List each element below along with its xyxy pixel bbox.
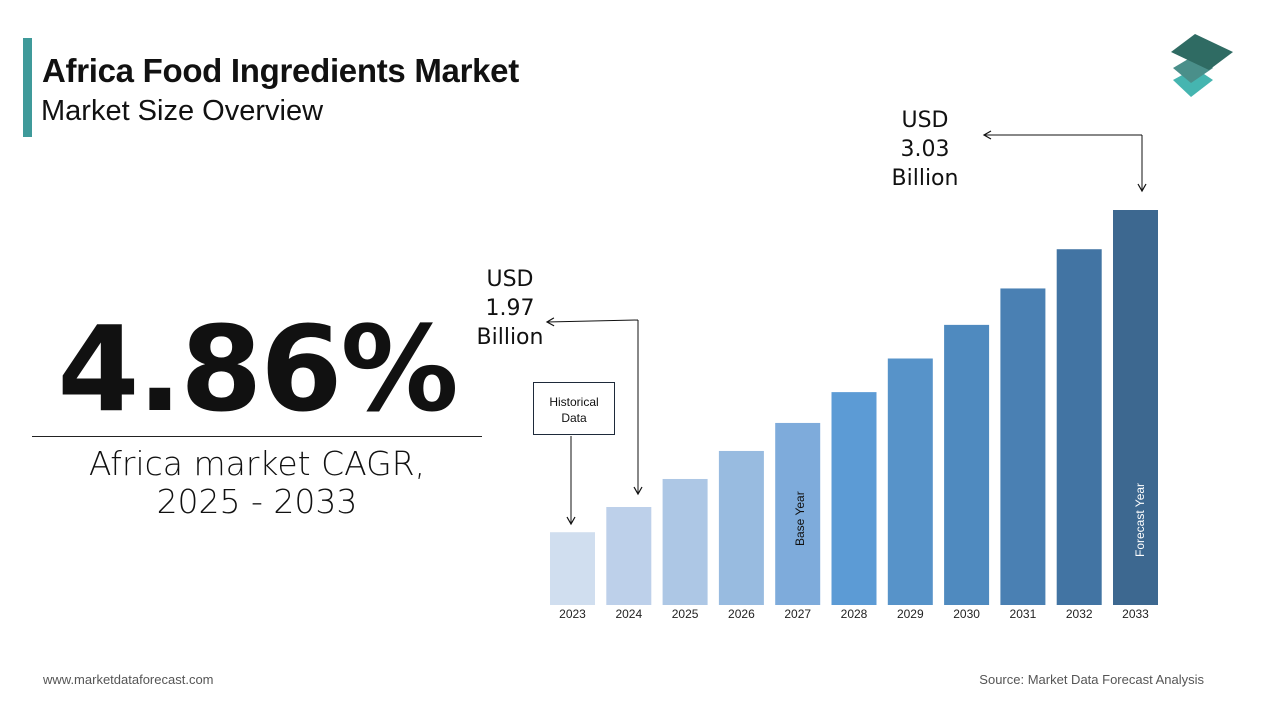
end-currency: USD xyxy=(901,108,949,133)
bar-2030 xyxy=(944,324,990,605)
source-note: Source: Market Data Forecast Analysis xyxy=(979,672,1204,687)
bar-2031 xyxy=(1000,288,1046,605)
x-tick-label: 2028 xyxy=(841,607,868,621)
x-tick-label: 2024 xyxy=(615,607,642,621)
bar-2024 xyxy=(606,507,652,605)
website-link[interactable]: www.marketdataforecast.com xyxy=(43,672,214,687)
x-tick-label: 2030 xyxy=(953,607,980,621)
page-title: Africa Food Ingredients Market xyxy=(42,52,519,89)
start-unit: Billion xyxy=(476,325,544,350)
bar-2023 xyxy=(550,532,595,605)
bar-2033 xyxy=(1113,210,1158,605)
x-tick-label: 2027 xyxy=(784,607,811,621)
x-tick-label: 2033 xyxy=(1122,607,1149,621)
bar-2026 xyxy=(718,450,764,605)
title-accent-bar xyxy=(23,38,32,137)
end-value: 3.03 xyxy=(900,137,950,162)
historical-line1: Historical xyxy=(549,395,599,409)
bar-2029 xyxy=(887,358,933,605)
forecast-year-label: Forecast Year xyxy=(1133,483,1147,557)
x-tick-label: 2029 xyxy=(897,607,924,621)
cagr-label: Africa market CAGR, 2025 - 2033 xyxy=(32,445,482,521)
x-tick-label: 2031 xyxy=(1010,607,1037,621)
bar-2032 xyxy=(1056,249,1102,605)
end-value-annotation: USD 3.03 Billion xyxy=(885,106,965,193)
divider xyxy=(32,436,482,437)
logo-icon xyxy=(1171,34,1233,97)
start-value: 1.97 xyxy=(485,296,535,321)
arrow-start xyxy=(545,317,639,327)
page-subtitle: Market Size Overview xyxy=(41,95,324,127)
start-value-annotation: USD 1.97 Billion xyxy=(470,265,550,352)
cagr-value: 4.86% xyxy=(57,300,458,438)
x-tick-label: 2026 xyxy=(728,607,755,621)
bar-2027 xyxy=(775,422,821,605)
historical-line2: Data xyxy=(561,411,587,425)
cagr-label-line2: 2025 - 2033 xyxy=(156,482,358,521)
start-currency: USD xyxy=(486,267,534,292)
base-year-label: Base Year xyxy=(793,491,807,546)
x-tick-label: 2025 xyxy=(672,607,699,621)
historical-data-box: Historical Data xyxy=(533,382,615,435)
end-unit: Billion xyxy=(891,166,959,191)
x-tick-label: 2032 xyxy=(1066,607,1093,621)
x-tick-label: 2023 xyxy=(559,607,586,621)
bar-2025 xyxy=(662,478,708,605)
bar-2028 xyxy=(831,392,877,605)
cagr-label-line1: Africa market CAGR, xyxy=(88,444,426,483)
